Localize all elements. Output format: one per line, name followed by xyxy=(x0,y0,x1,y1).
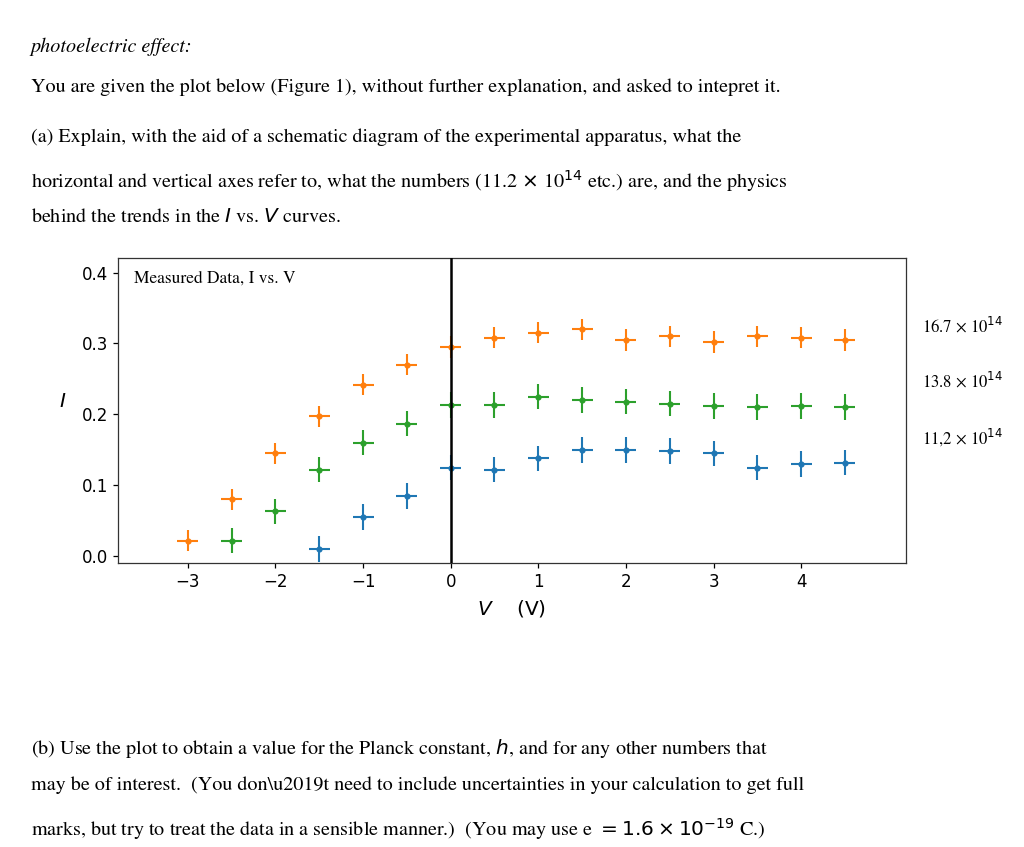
Text: behind the trends in the $I$ vs. $V$ curves.: behind the trends in the $I$ vs. $V$ cur… xyxy=(31,208,341,225)
Text: may be of interest.  (You don\u2019t need to include uncertainties in your calcu: may be of interest. (You don\u2019t need… xyxy=(31,777,804,794)
Text: 16.7 × 10$^{14}$: 16.7 × 10$^{14}$ xyxy=(922,316,1002,335)
Text: Measured Data, I vs. V: Measured Data, I vs. V xyxy=(133,270,295,286)
Text: 11,2 × 10$^{14}$: 11,2 × 10$^{14}$ xyxy=(922,426,1002,448)
X-axis label: $V$    (V): $V$ (V) xyxy=(477,598,547,619)
Text: (b) Use the plot to obtain a value for the Planck constant, $h$, and for any oth: (b) Use the plot to obtain a value for t… xyxy=(31,737,768,760)
Text: (a) Explain, with the aid of a schematic diagram of the experimental apparatus, : (a) Explain, with the aid of a schematic… xyxy=(31,128,741,146)
Text: 13.8 × 10$^{14}$: 13.8 × 10$^{14}$ xyxy=(922,371,1002,391)
Text: photoelectric effect:: photoelectric effect: xyxy=(31,38,193,57)
Text: You are given the plot below (Figure 1), without further explanation, and asked : You are given the plot below (Figure 1),… xyxy=(31,78,780,96)
Y-axis label: $I$: $I$ xyxy=(58,392,67,411)
Text: marks, but try to treat the data in a sensible manner.)  (You may use e $= 1.6 \: marks, but try to treat the data in a se… xyxy=(31,817,765,843)
Text: horizontal and vertical axes refer to, what the numbers (11.2 $\times$ 10$^{14}$: horizontal and vertical axes refer to, w… xyxy=(31,168,787,194)
